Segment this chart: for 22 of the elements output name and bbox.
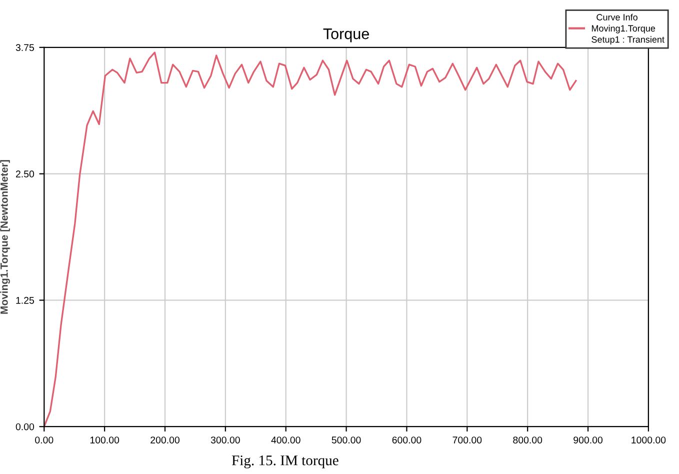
x-tick-label: 800.00 (513, 436, 542, 444)
y-tick-label: 1.25 (16, 296, 34, 304)
x-tick-label: 1000.00 (632, 436, 666, 444)
y-tick-label: 3.75 (16, 44, 34, 52)
x-tick-label: 600.00 (392, 436, 422, 444)
legend-label: Moving1.Torque (592, 24, 656, 34)
x-tick-label: 300.00 (210, 436, 240, 444)
x-tick-label: 400.00 (271, 436, 300, 444)
chart-title: Torque (323, 28, 369, 42)
x-tick-label: 500.00 (332, 436, 361, 444)
x-tick-label: 900.00 (574, 436, 603, 444)
line-series (44, 52, 577, 427)
y-axis-title: Moving1.Torque [NewtonMeter] (0, 160, 10, 314)
x-tick-label: 200.00 (150, 436, 180, 444)
x-tick-label: 100.00 (90, 436, 120, 444)
text: Setup1 : Transient (592, 36, 664, 44)
x-tick-label: 700.00 (452, 436, 482, 444)
legend-title: Curve Info (596, 14, 638, 20)
caption: Fig. 15. IM torque (232, 456, 338, 468)
x-tick-label: 0.00 (35, 436, 54, 444)
y-tick-label: 0.00 (16, 423, 34, 430)
y-tick-label: 2.50 (16, 170, 34, 178)
